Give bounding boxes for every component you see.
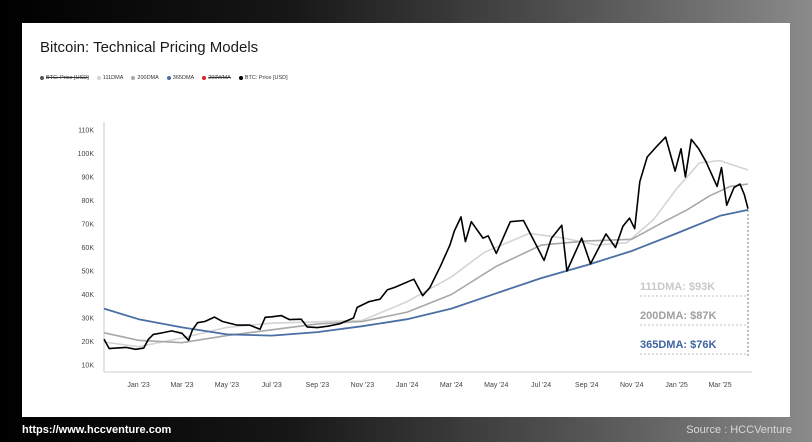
legend-swatch-icon xyxy=(96,76,101,80)
legend-label: 365DMA xyxy=(172,75,195,81)
legend-label: BTC: Price [USD] xyxy=(244,75,288,81)
legend-swatch-icon xyxy=(40,76,44,80)
series-line-365dma xyxy=(103,209,749,337)
x-tick-label: Jul '23 xyxy=(262,382,282,389)
legend-swatch-icon xyxy=(166,76,171,80)
legend-label: BTC: Price [USD] xyxy=(46,75,89,81)
x-tick-label: Jan '25 xyxy=(665,382,687,389)
y-tick-label: 10K xyxy=(82,363,95,370)
source-credit: Source : HCCVenture xyxy=(686,424,792,436)
x-tick-label: Nov '24 xyxy=(620,382,644,389)
legend-item[interactable]: 200DMA xyxy=(131,75,159,81)
x-tick-label: Sep '24 xyxy=(575,382,599,389)
chart-title: Bitcoin: Technical Pricing Models xyxy=(40,39,259,56)
x-tick-label: May '24 xyxy=(484,382,508,389)
legend-label: 200DMA xyxy=(137,75,159,81)
x-tick-label: Mar '23 xyxy=(170,382,193,389)
x-tick-label: Jul '24 xyxy=(531,382,551,389)
y-tick-label: 50K xyxy=(82,269,95,276)
series-line-200dma xyxy=(103,183,749,344)
annotation-label: 365DMA: $76K xyxy=(640,339,716,351)
x-tick-label: Sep '23 xyxy=(306,382,330,389)
legend-swatch-icon xyxy=(238,76,243,80)
annotation-label: 200DMA: $87K xyxy=(640,310,716,322)
y-tick-label: 40K xyxy=(82,292,95,299)
series-line-111dma xyxy=(103,159,749,348)
y-tick-label: 110K xyxy=(78,128,94,135)
y-tick-label: 90K xyxy=(82,175,95,182)
annotation-label: 111DMA: $93K xyxy=(640,281,715,293)
x-tick-label: Mar '25 xyxy=(708,382,731,389)
legend-item[interactable]: 200WMA xyxy=(202,75,231,81)
legend-swatch-icon xyxy=(131,76,136,80)
legend-item[interactable]: BTC: Price [USD] xyxy=(238,75,288,81)
legend-label: 111DMA xyxy=(102,75,124,81)
x-tick-label: Mar '24 xyxy=(440,382,463,389)
website-url[interactable]: https://www.hccventure.com xyxy=(22,424,172,436)
legend-item[interactable]: 111DMA xyxy=(96,75,124,81)
legend-swatch-icon xyxy=(202,76,207,80)
series-line-btc-price-usd- xyxy=(103,136,749,351)
y-tick-label: 20K xyxy=(82,339,95,346)
chart-legend: BTC: Price [USD] 111DMA 200DMA 365DMA 200WMA… xyxy=(40,75,288,81)
chart-card: Bitcoin: Technical Pricing Models BTC: P… xyxy=(22,23,790,417)
x-tick-label: Nov '23 xyxy=(351,382,375,389)
legend-item[interactable]: BTC: Price [USD] xyxy=(40,75,89,81)
y-tick-label: 60K xyxy=(82,245,95,252)
y-tick-label: 80K xyxy=(82,198,95,205)
x-tick-label: Jan '23 xyxy=(127,382,149,389)
x-tick-label: May '23 xyxy=(215,382,239,389)
y-tick-label: 100K xyxy=(78,151,95,158)
legend-item[interactable]: 365DMA xyxy=(166,75,195,81)
y-tick-label: 70K xyxy=(82,222,95,229)
legend-label: 200WMA xyxy=(208,75,231,81)
x-tick-label: Jan '24 xyxy=(396,382,418,389)
y-tick-label: 30K xyxy=(82,316,95,323)
